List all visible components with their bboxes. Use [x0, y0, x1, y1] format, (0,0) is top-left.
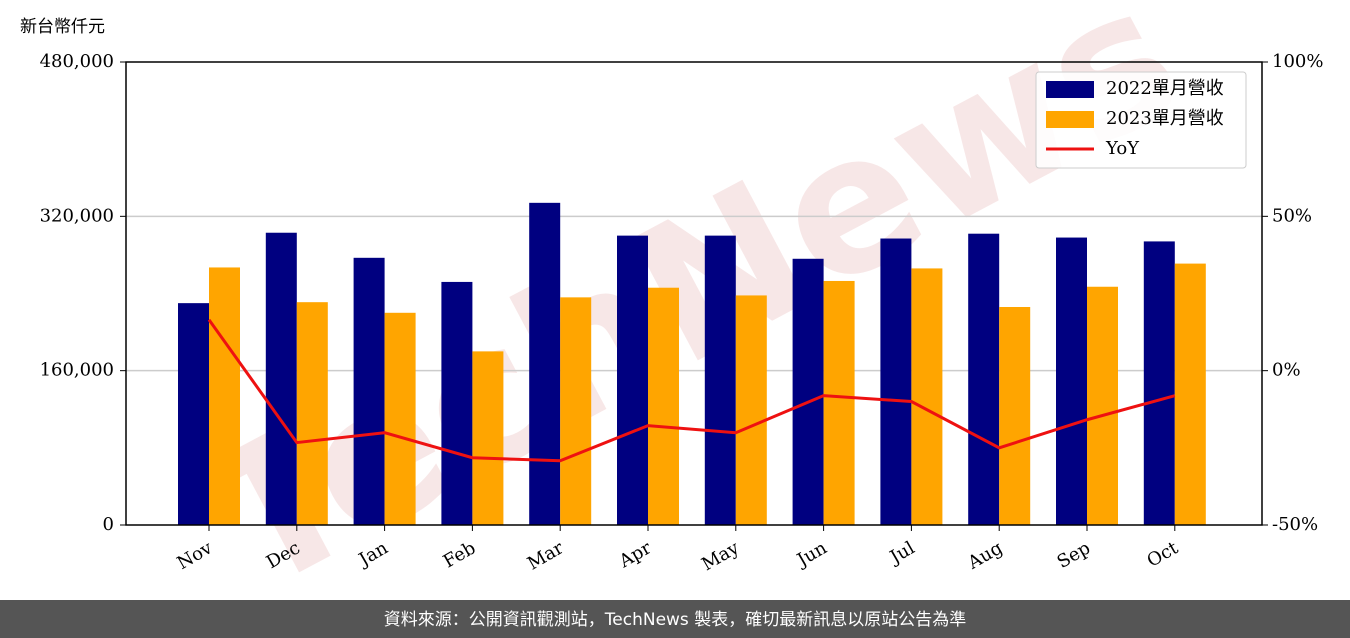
bar: [265, 232, 297, 525]
legend-label: YoY: [1105, 138, 1140, 159]
legend-swatch: [1046, 81, 1094, 98]
x-tick-label: Sep: [1054, 537, 1094, 572]
bar: [735, 295, 767, 525]
y2-tick-label: -50%: [1272, 514, 1318, 535]
y-axis-label: 新台幣仟元: [20, 17, 105, 37]
bar: [823, 280, 855, 525]
y-tick-label: 480,000: [40, 51, 114, 72]
x-tick-label: Aug: [964, 537, 1007, 574]
x-tick-label: Nov: [174, 537, 217, 574]
x-tick-label: May: [698, 537, 743, 575]
bar: [968, 233, 1000, 525]
bar: [1174, 263, 1206, 525]
x-tick-label: Oct: [1144, 537, 1183, 572]
bar: [384, 312, 416, 525]
legend-label: 2022單月營收: [1106, 78, 1224, 99]
y2-tick-label: 100%: [1272, 51, 1323, 72]
x-tick-label: Mar: [524, 537, 568, 574]
bar: [1087, 286, 1118, 525]
bar: [792, 258, 824, 525]
plot-frame: [125, 61, 1263, 526]
bar: [1056, 237, 1087, 525]
x-tick-label: Jul: [885, 537, 919, 569]
legend-label: 2023單月營收: [1106, 108, 1224, 129]
bar: [296, 302, 328, 525]
bar: [880, 238, 912, 526]
bar: [704, 235, 736, 525]
bar: [560, 297, 592, 525]
x-tick-label: Jun: [792, 537, 831, 572]
bar: [617, 235, 648, 525]
bar: [1143, 241, 1175, 525]
bar: [209, 267, 240, 525]
bar: [999, 307, 1031, 525]
y-tick-label: 160,000: [40, 360, 114, 381]
bar: [472, 351, 504, 525]
legend-swatch: [1046, 111, 1094, 128]
bar: [441, 281, 473, 525]
bar: [353, 257, 385, 525]
yoy-line: [207, 318, 1176, 463]
y-tick-label: 320,000: [40, 205, 114, 226]
y2-tick-label: 0%: [1272, 360, 1301, 381]
bar: [529, 202, 561, 525]
bar: [648, 287, 679, 525]
bar: [911, 268, 943, 525]
x-tick-label: Apr: [615, 537, 655, 572]
footer: 資料來源：公開資訊觀測站，TechNews 製表，確切最新訊息以原站公告為準: [384, 610, 966, 630]
y2-tick-label: 50%: [1272, 205, 1312, 226]
footer-band: [0, 600, 1350, 638]
bar: [178, 303, 209, 525]
y-tick-label: 0: [103, 514, 114, 535]
